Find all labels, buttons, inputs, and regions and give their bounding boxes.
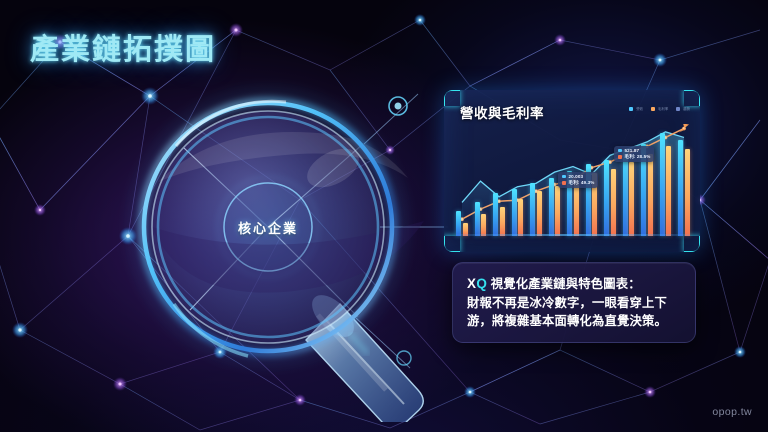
chart-bar-revenue xyxy=(548,177,554,236)
tooltip-value: 521.87 xyxy=(624,148,640,153)
legend-label: 趨勢 xyxy=(683,107,690,111)
chart-bar-group xyxy=(641,124,653,236)
chart-title: 營收與毛利率 xyxy=(460,106,544,121)
legend-label: 營收 xyxy=(636,107,644,111)
topology-spokes xyxy=(148,143,388,318)
xq-brand-logo: XQ xyxy=(467,276,487,291)
chart-bar-group xyxy=(511,124,524,236)
corner-bracket-bottom-right-icon xyxy=(684,236,700,252)
callout-box: XQ 視覺化產業鏈與特色圖表： 財報不再是冰冷數字，一眼看穿上下 游，將複雜基本面轉… xyxy=(452,262,696,344)
legend-item: 營收 xyxy=(629,106,643,111)
chart-bar-margin xyxy=(629,162,635,236)
chart-bar-revenue xyxy=(622,150,628,236)
tooltip-value: 毛利: 49.3% xyxy=(568,180,595,185)
chart-panel[interactable]: 營收與毛利率 營收 毛利率 趨勢 xyxy=(444,90,700,252)
chart-legend: 營收 毛利率 趨勢 xyxy=(629,106,690,111)
callout-line-3: 游，將複雜基本面轉化為直覺決策。 xyxy=(467,314,667,329)
chart-bar-margin xyxy=(666,146,672,236)
chart-bar-revenue xyxy=(474,202,480,236)
chart-bar-group xyxy=(474,124,487,236)
legend-item: 趨勢 xyxy=(676,106,690,111)
chart-baseline xyxy=(456,234,690,236)
chart-bar-group xyxy=(659,124,672,236)
chart-bars xyxy=(456,124,690,236)
chart-bar-revenue xyxy=(659,132,665,236)
legend-swatch-icon xyxy=(651,106,656,111)
chart-bar-group xyxy=(567,124,579,236)
chart-bar-revenue xyxy=(641,144,647,236)
chart-bar-group xyxy=(548,124,561,236)
chart-bar-margin xyxy=(684,148,690,236)
corner-bracket-top-left-icon xyxy=(444,90,460,106)
chart-bar-margin xyxy=(610,168,616,236)
chart-bar-group xyxy=(604,124,616,236)
legend-item: 毛利率 xyxy=(651,106,668,111)
chart-bar-revenue xyxy=(604,159,610,236)
tooltip-late: 521.87 毛利: 28.5% xyxy=(614,146,655,162)
page-title: 產業鏈拓撲圖 xyxy=(30,34,217,66)
chart-bar-margin xyxy=(573,180,579,236)
chart-bar-margin xyxy=(518,199,524,236)
chart-bar-margin xyxy=(592,173,598,236)
callout-line-2: 財報不再是冰冷數字，一眼看穿上下 xyxy=(467,295,667,310)
chart-bar-margin xyxy=(647,154,653,236)
tooltip-dot-icon xyxy=(562,181,566,185)
chart-bar-group xyxy=(530,124,542,236)
chart-bar-group xyxy=(622,124,635,236)
chart-bar-margin xyxy=(555,185,561,236)
chart-bar-group xyxy=(456,124,468,236)
brand-letter-x: X xyxy=(467,276,477,291)
chart-bar-revenue xyxy=(567,171,573,236)
chart-bar-margin xyxy=(481,213,487,236)
magnifier-graphic: 核心企業 xyxy=(118,72,448,430)
tooltip-dot-icon xyxy=(618,148,622,153)
topology-outer-nodes xyxy=(388,96,412,366)
core-node xyxy=(217,176,319,278)
callout-text: XQ 視覺化產業鏈與特色圖表： 財報不再是冰冷數字，一眼看穿上下 游，將複雜基本面轉… xyxy=(467,274,682,330)
chart-bar-group xyxy=(678,124,690,236)
legend-swatch-icon xyxy=(629,106,634,111)
tooltip-dot-icon xyxy=(562,174,566,179)
watermark: opop.tw xyxy=(712,406,752,418)
brand-letter-q: Q xyxy=(476,276,488,291)
tooltip-dot-icon xyxy=(618,155,622,159)
chart-bar-revenue xyxy=(511,188,517,236)
tooltip-value: 20.003 xyxy=(568,174,584,179)
chart-bar-revenue xyxy=(678,139,684,236)
chart-bar-margin xyxy=(536,191,542,236)
legend-swatch-icon xyxy=(676,106,681,111)
tooltip-value: 毛利: 28.5% xyxy=(624,154,651,159)
chart-bar-revenue xyxy=(456,211,461,236)
legend-label: 毛利率 xyxy=(658,107,669,111)
chart-plot-area: 20.003 毛利: 49.3% 521.87 毛利: 28.5% xyxy=(456,124,690,236)
chart-bar-group xyxy=(585,124,598,236)
tooltip-early: 20.003 毛利: 49.3% xyxy=(558,172,599,188)
chart-bar-margin xyxy=(499,206,505,236)
corner-bracket-top-right-icon xyxy=(684,90,700,106)
chart-bar-margin xyxy=(462,222,468,236)
chart-bar-group xyxy=(493,124,505,236)
callout-line-1: 視覺化產業鏈與特色圖表： xyxy=(487,277,641,291)
corner-bracket-bottom-left-icon xyxy=(444,236,460,252)
chart-bar-revenue xyxy=(493,193,499,236)
chart-bar-revenue xyxy=(585,164,591,236)
chart-bar-revenue xyxy=(530,183,536,236)
